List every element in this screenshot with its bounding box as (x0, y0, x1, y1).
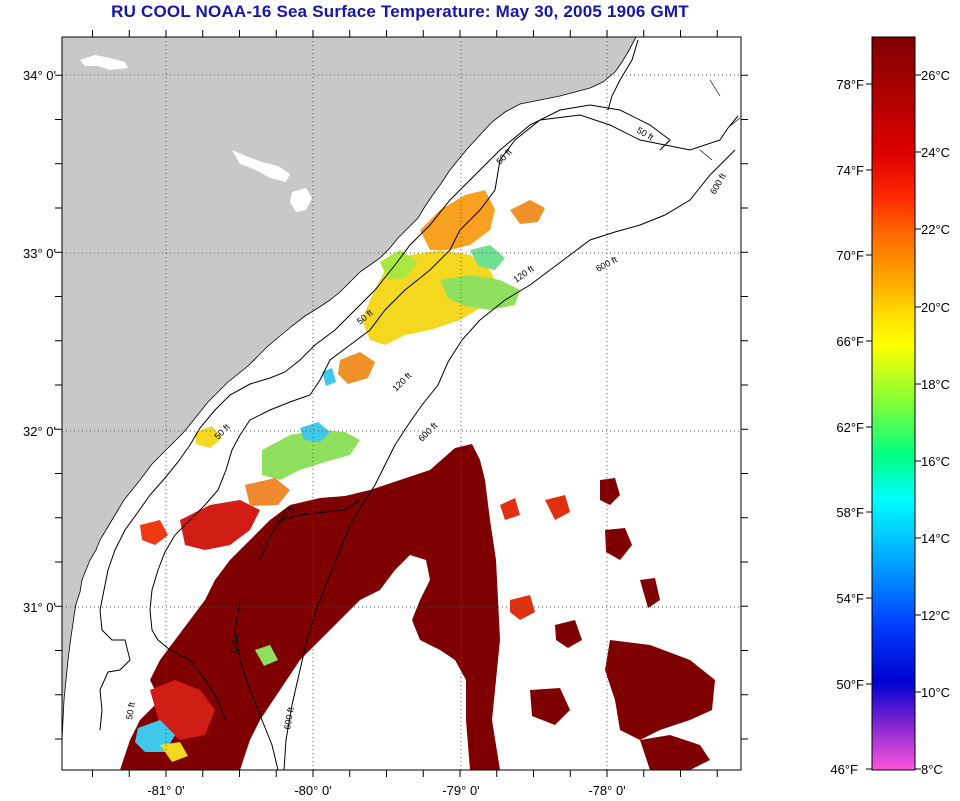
yellow-water-patch (195, 426, 222, 448)
colorbar-celsius-label: 22°C (921, 222, 950, 237)
green-water-patch (255, 645, 278, 666)
warm-water-region (555, 620, 582, 648)
colorbar-fahrenheit-label: 58°F (836, 505, 864, 520)
colorbar-celsius-label: 16°C (921, 454, 950, 469)
latitude-label: 32° 0' (23, 424, 56, 439)
longitude-label: -79° 0' (442, 783, 479, 798)
colorbar-celsius-label: 20°C (921, 300, 950, 315)
longitude-label: -80° 0' (294, 783, 331, 798)
warm-water-region (605, 528, 632, 560)
map-title: RU COOL NOAA-16 Sea Surface Temperature:… (111, 2, 689, 21)
cyan-water-patch (135, 720, 175, 752)
colorbar-fahrenheit-label: 78°F (836, 77, 864, 92)
colorbar-fahrenheit-label: 70°F (836, 248, 864, 263)
green-water-patch (262, 430, 360, 480)
red-water-patch (545, 495, 570, 520)
orange-water-patch (338, 352, 375, 384)
colorbar-fahrenheit-label: 66°F (836, 334, 864, 349)
colorbar-gradient (871, 36, 916, 771)
colorbar-celsius-label: 8°C (921, 762, 943, 777)
latitude-label: 33° 0' (23, 246, 56, 261)
contour-inner (259, 499, 361, 561)
contour-label: 50 ft (124, 701, 137, 720)
map-frame (61, 36, 742, 771)
contour-50ft (99, 104, 671, 731)
green-water-patch (440, 275, 520, 310)
contour-120ft (149, 114, 739, 721)
colorbar-celsius-label: 10°C (921, 685, 950, 700)
orange-water-patch (420, 190, 495, 250)
colorbar-fahrenheit-label: 54°F (836, 591, 864, 606)
warm-water-region (605, 640, 715, 740)
latitude-label: 31° 0' (23, 600, 56, 615)
green-water-patch (470, 245, 505, 270)
colorbar-fahrenheit-label: 46°F (830, 762, 858, 777)
colorbar-celsius-label: 18°C (921, 377, 950, 392)
warm-water-region (600, 478, 620, 505)
latitude-label: 34° 0' (23, 68, 56, 83)
colorbar: 78°F 74°F 70°F 66°F 62°F 58°F 54°F 50°F … (830, 36, 950, 777)
contour-label: 600 ft (282, 706, 296, 730)
axis-ticks (55, 30, 748, 777)
colorbar-celsius-label: 24°C (921, 145, 950, 160)
orange-water-patch (245, 478, 290, 506)
barrier-island (607, 39, 639, 111)
contour-inner (234, 599, 279, 770)
red-water-patch (180, 500, 260, 550)
colorbar-fahrenheit-label: 50°F (836, 677, 864, 692)
map-area: 50 ft 120 ft 600 ft 50 ft 120 ft 600 ft … (62, 37, 741, 770)
warm-water-region (290, 555, 345, 600)
longitude-label: -81° 0' (147, 783, 184, 798)
warm-water-region (640, 735, 710, 770)
lake (232, 150, 290, 182)
colorbar-celsius-label: 14°C (921, 531, 950, 546)
colorbar-fahrenheit-label: 62°F (836, 420, 864, 435)
red-water-patch (500, 498, 520, 520)
warm-water-region (640, 578, 660, 608)
lake (68, 700, 82, 722)
red-water-patch (140, 520, 168, 545)
lake (80, 55, 128, 70)
contour-label: 120 ft (228, 631, 242, 655)
colorbar-ticks (866, 74, 921, 770)
colorbar-celsius-label: 12°C (921, 608, 950, 623)
longitude-label: -78° 0' (588, 783, 625, 798)
land-mass (62, 37, 637, 770)
colorbar-fahrenheit-label: 74°F (836, 163, 864, 178)
orange-water-patch (510, 200, 545, 224)
contour-600ft (283, 149, 736, 770)
colorbar-celsius-label: 26°C (921, 68, 950, 83)
warm-water-region (530, 688, 570, 725)
lake (290, 188, 312, 212)
coast-detail (699, 79, 741, 161)
yellow-water-patch (160, 742, 188, 762)
cyan-water-patch (300, 422, 330, 442)
cyan-water-patch (322, 368, 336, 386)
